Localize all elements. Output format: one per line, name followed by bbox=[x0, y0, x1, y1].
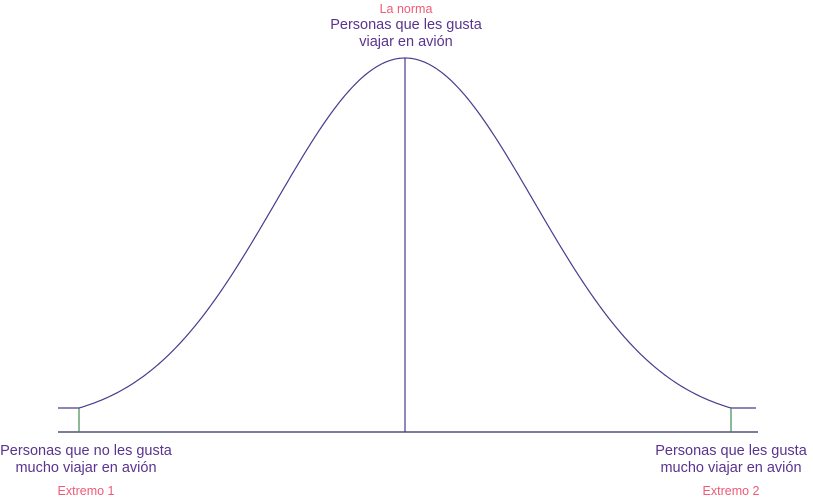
extreme-2-tag: Extremo 2 bbox=[649, 485, 813, 498]
norm-label-line-2: viajar en avión bbox=[306, 35, 506, 50]
extreme-1-tag: Extremo 1 bbox=[0, 485, 172, 498]
extreme-1-label-line-1: Personas que no les gusta bbox=[0, 444, 172, 459]
extreme-1-label-line-2: mucho viajar en avión bbox=[0, 461, 172, 476]
extreme-2-label-line-2: mucho viajar en avión bbox=[649, 461, 813, 476]
norm-tag: La norma bbox=[306, 3, 506, 16]
extreme-2-label-line-1: Personas que les gusta bbox=[649, 444, 813, 459]
norm-label-line-1: Personas que les gusta bbox=[306, 18, 506, 33]
